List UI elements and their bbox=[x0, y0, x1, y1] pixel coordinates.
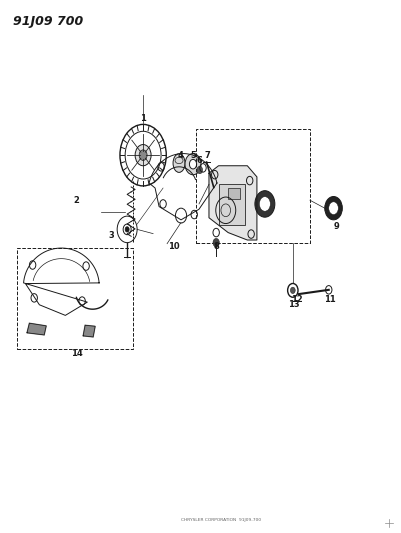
Text: 9: 9 bbox=[333, 222, 339, 231]
Bar bbox=[218, 184, 244, 225]
Text: 5: 5 bbox=[190, 151, 195, 160]
Text: 4: 4 bbox=[177, 151, 183, 160]
Text: 8: 8 bbox=[213, 242, 219, 251]
Polygon shape bbox=[83, 325, 95, 337]
Circle shape bbox=[125, 227, 129, 232]
Circle shape bbox=[324, 197, 342, 220]
Circle shape bbox=[184, 154, 200, 175]
Text: CHRYSLER CORPORATION  91J09-700: CHRYSLER CORPORATION 91J09-700 bbox=[180, 518, 260, 522]
Circle shape bbox=[135, 144, 151, 166]
Polygon shape bbox=[27, 323, 46, 335]
Circle shape bbox=[259, 197, 270, 211]
Circle shape bbox=[139, 150, 147, 160]
Circle shape bbox=[290, 287, 294, 294]
Circle shape bbox=[213, 238, 219, 247]
Text: 13: 13 bbox=[287, 300, 299, 309]
Text: 12: 12 bbox=[290, 295, 302, 304]
Bar bbox=[228, 188, 239, 199]
Ellipse shape bbox=[172, 154, 184, 172]
Text: 6: 6 bbox=[196, 156, 202, 165]
Bar bbox=[196, 128, 309, 243]
Text: 2: 2 bbox=[73, 196, 79, 205]
Polygon shape bbox=[209, 166, 256, 240]
Text: 10: 10 bbox=[168, 242, 179, 251]
Circle shape bbox=[328, 202, 338, 215]
Text: 11: 11 bbox=[323, 295, 334, 304]
Circle shape bbox=[189, 159, 196, 169]
Text: 3: 3 bbox=[108, 231, 114, 240]
Text: 1: 1 bbox=[140, 114, 146, 123]
Bar bbox=[17, 248, 133, 349]
Text: 14: 14 bbox=[71, 350, 83, 359]
Circle shape bbox=[254, 191, 274, 217]
Text: 7: 7 bbox=[204, 151, 210, 160]
Text: 91J09 700: 91J09 700 bbox=[13, 14, 83, 28]
Circle shape bbox=[196, 166, 202, 174]
